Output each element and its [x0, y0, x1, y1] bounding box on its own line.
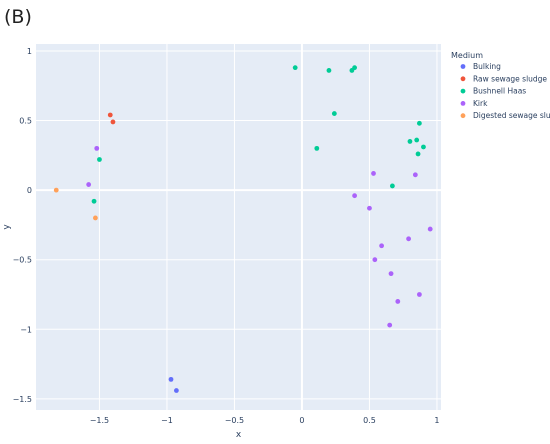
- x-axis-ticks: −1.5 −1 −0.5 0 0.5 1: [90, 416, 440, 425]
- x-tick-label: −0.5: [225, 416, 244, 425]
- legend-title: Medium: [451, 51, 483, 60]
- data-point: [314, 145, 320, 151]
- legend-marker: [460, 64, 466, 69]
- data-point: [168, 376, 174, 382]
- y-tick-label: −0.5: [13, 256, 32, 265]
- data-points: [53, 65, 433, 393]
- data-point: [352, 193, 357, 199]
- legend-item-label: Raw sewage sludge: [473, 74, 547, 83]
- x-tick-label: 0.5: [363, 416, 376, 425]
- x-tick-label: −1: [161, 416, 173, 425]
- y-axis-ticks: −1.5 −1 −0.5 0 0.5 1: [13, 47, 32, 404]
- data-point: [174, 388, 179, 393]
- y-tick-label: 1: [27, 47, 32, 56]
- x-tick-label: 0: [299, 416, 304, 425]
- legend-item-label: Bushnell Haas: [473, 87, 526, 96]
- data-point: [292, 65, 298, 71]
- data-point: [427, 226, 433, 232]
- legend-marker: [460, 101, 466, 106]
- data-point: [91, 198, 97, 204]
- y-axis-title: y: [2, 224, 12, 230]
- data-point: [93, 215, 98, 221]
- data-point: [421, 144, 426, 150]
- data-point: [110, 119, 116, 125]
- data-point: [395, 299, 401, 304]
- data-point: [94, 145, 100, 151]
- data-point: [406, 236, 411, 242]
- data-point: [417, 120, 422, 126]
- legend-marker: [460, 88, 466, 94]
- data-point: [415, 151, 421, 157]
- legend-item-label: Bulking: [473, 62, 501, 71]
- data-point: [86, 182, 92, 187]
- data-point: [412, 172, 418, 178]
- data-point: [352, 65, 357, 71]
- data-point: [387, 322, 393, 328]
- data-point: [97, 157, 102, 162]
- data-point: [379, 243, 384, 249]
- data-point: [331, 111, 337, 116]
- x-axis-title: x: [236, 430, 242, 440]
- grid-lines: [36, 44, 441, 410]
- y-tick-label: 0: [27, 186, 32, 195]
- y-tick-label: 0.5: [19, 117, 32, 126]
- x-tick-label: −1.5: [90, 416, 109, 425]
- y-tick-label: −1: [20, 325, 32, 334]
- data-point: [372, 257, 378, 263]
- legend-marker: [460, 76, 466, 82]
- y-tick-label: −1.5: [13, 395, 32, 404]
- data-point: [53, 187, 59, 193]
- data-point: [107, 112, 113, 118]
- legend-marker: [460, 113, 466, 119]
- data-point: [367, 205, 372, 211]
- data-point: [388, 271, 394, 277]
- data-point: [417, 292, 422, 297]
- panel-label: (B): [4, 6, 32, 28]
- data-point: [326, 68, 332, 73]
- data-point: [414, 137, 420, 143]
- legend-item-label: Digested sewage sludge: [473, 111, 550, 120]
- x-tick-label: 1: [434, 416, 439, 425]
- data-point: [407, 139, 413, 144]
- data-point: [390, 183, 395, 189]
- legend-item-label: Kirk: [473, 99, 488, 108]
- data-point: [371, 171, 376, 176]
- plot-area: [36, 44, 441, 410]
- legend: Medium Bulking Raw sewage sludge Bushnell …: [451, 51, 550, 120]
